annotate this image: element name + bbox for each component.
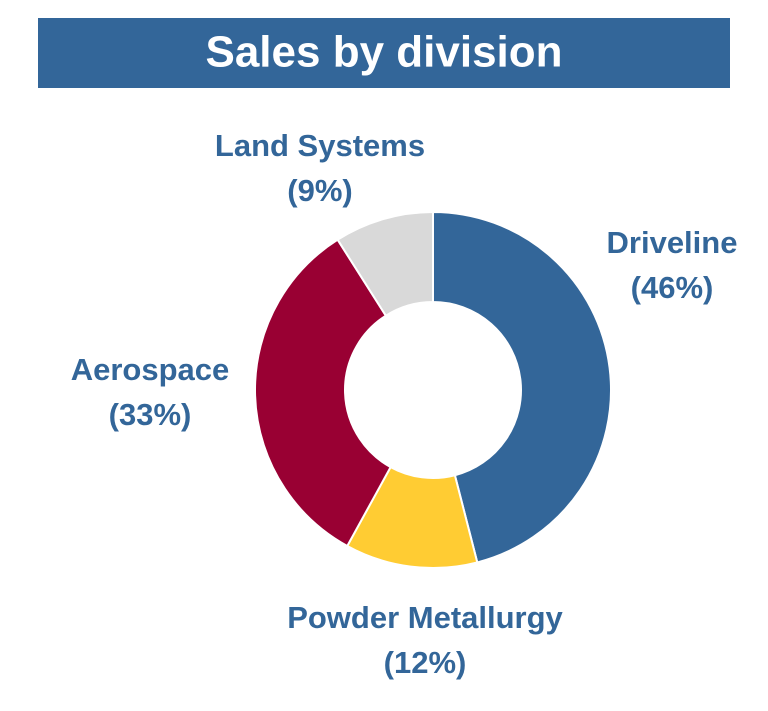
value-label: (33%) (109, 397, 192, 432)
title-banner (38, 18, 730, 88)
value-label: (9%) (287, 173, 352, 208)
chart-title: Sales by division (205, 28, 562, 77)
value-label: (46%) (631, 270, 714, 305)
value-label: (12%) (384, 645, 467, 680)
category-label: Driveline (607, 225, 738, 260)
donut-slice (432, 210, 612, 564)
category-label: Powder Metallurgy (287, 600, 563, 635)
donut-slice (336, 210, 434, 318)
donut-slice (254, 238, 392, 548)
category-label: Aerospace (71, 352, 230, 387)
category-label: Land Systems (215, 128, 425, 163)
